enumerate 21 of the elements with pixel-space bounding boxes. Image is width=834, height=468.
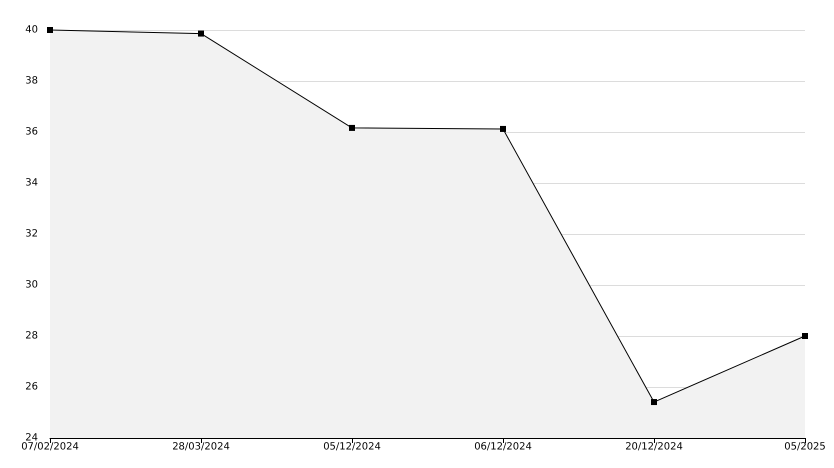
x-tick-label: 28/03/2024 (172, 442, 230, 452)
y-tick-label: 36 (25, 126, 38, 138)
y-tick-label: 38 (25, 76, 38, 86)
y-tick-label: 30 (25, 280, 38, 290)
point (500, 126, 506, 132)
y-tick-label: 40 (25, 24, 38, 36)
point (198, 30, 204, 37)
y-tick-label: 32 (25, 228, 38, 240)
x-tick-label: 20/12/2024 (625, 442, 683, 452)
y-tick-label: 24 (25, 432, 38, 444)
point (47, 27, 53, 33)
y-tick-label: 28 (25, 330, 38, 342)
point (651, 399, 657, 406)
point (349, 124, 355, 131)
point (802, 333, 808, 339)
x-tick-label: 05/12/2024 (323, 442, 381, 452)
x-tick-label: 06/12/2024 (474, 442, 532, 452)
y-tick-label: 34 (25, 178, 38, 188)
x-tick-label: 05/2025 (784, 442, 826, 452)
y-tick-label: 26 (25, 382, 38, 392)
x-tick-label: 07/02/2024 (21, 442, 79, 452)
